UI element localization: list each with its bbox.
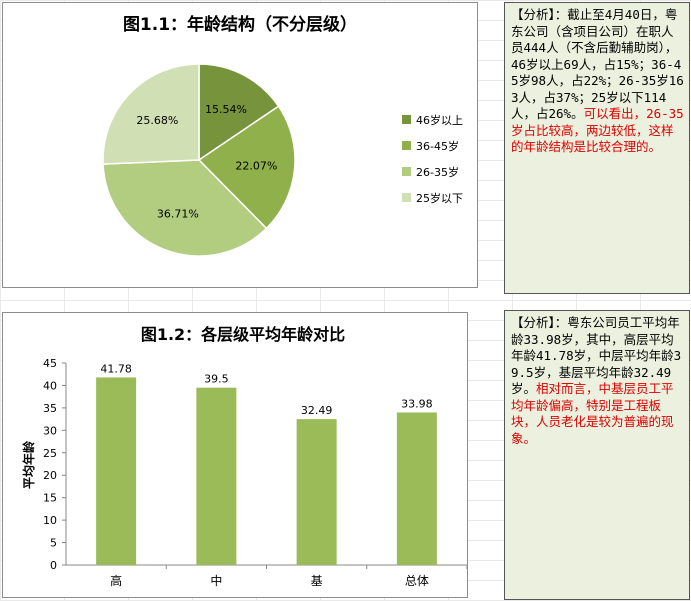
bar-data-label: 32.49	[301, 404, 333, 417]
bar-中	[196, 387, 237, 565]
legend-swatch	[402, 193, 411, 202]
legend-label: 25岁以下	[416, 191, 463, 205]
pie-data-label: 36.71%	[157, 208, 199, 221]
bar-data-label: 39.5	[204, 373, 229, 386]
note-conclusion-text: 可以看出，26-35岁占比较高，两边较低，这样的年龄结构是比较合理的。	[511, 106, 684, 154]
x-tick-label: 高	[110, 573, 122, 588]
pie-data-label: 25.68%	[136, 114, 178, 127]
pie-chart: 图1.1：年龄结构（不分层级） 15.54% 22.07% 36.71% 25.68%…	[102, 14, 463, 257]
legend-swatch	[402, 115, 411, 124]
note-body-text: ：截止至4月40日，粤东公司（含项目公司）在职人员444人（不含后勤辅助岗），4…	[511, 7, 684, 121]
pie-slice	[197, 105, 296, 230]
pie-slice	[198, 63, 280, 162]
legend-label: 26-35岁	[416, 165, 459, 179]
y-tick-label: 15	[43, 492, 57, 505]
y-tick-label: 0	[50, 559, 57, 572]
pie-chart-panel[interactable]: 图1.1：年龄结构（不分层级） 15.54% 22.07% 36.71% 25.68%…	[2, 2, 478, 288]
legend-label: 36-45岁	[416, 139, 459, 153]
bar-chart: 图1.2：各层级平均年龄对比 平均年龄 0 5 10 15 20 25 30 35 40 45 4…	[21, 325, 468, 588]
bar-chart-panel[interactable]: 图1.2：各层级平均年龄对比 平均年龄 0 5 10 15 20 25 30 35 40 45 4…	[2, 312, 468, 598]
note-conclusion-text: 相对而言，中基层员工平均年龄偏高，特别是工程板块，人员老化是较为普遍的现象。	[511, 381, 674, 446]
pie-slice	[102, 63, 200, 165]
y-tick-label: 10	[43, 514, 57, 527]
x-tick-label: 基	[311, 574, 323, 588]
y-axis-label: 平均年龄	[21, 440, 36, 489]
pie-chart-title: 图1.1：年龄结构（不分层级）	[123, 14, 357, 35]
y-tick-label: 5	[50, 537, 57, 550]
y-tick-label: 25	[43, 447, 57, 460]
note-prefix: 【分析】	[511, 315, 555, 330]
y-tick-label: 30	[43, 424, 57, 437]
pie-data-label: 15.54%	[205, 103, 247, 116]
pie-slice	[102, 159, 268, 257]
bar-基	[296, 419, 337, 565]
note-body-text: ：粤东公司员工平均年龄33.98岁，其中，高层平均年龄41.78岁，中层平均年龄…	[511, 315, 682, 396]
y-tick-label: 35	[43, 402, 57, 415]
analysis-note-average-age: 【分析】：粤东公司员工平均年龄33.98岁，其中，高层平均年龄41.78岁，中层…	[504, 310, 690, 600]
y-tick-label: 40	[43, 379, 57, 392]
bar-chart-title: 图1.2：各层级平均年龄对比	[141, 325, 345, 344]
legend-swatch	[402, 141, 411, 150]
bar-data-label: 33.98	[401, 397, 433, 410]
legend-label: 46岁以上	[416, 113, 463, 127]
analysis-note-age-structure: 【分析】：截止至4月40日，粤东公司（含项目公司）在职人员444人（不含后勤辅助…	[504, 2, 690, 294]
pie-data-label: 22.07%	[235, 160, 277, 173]
bar-高	[96, 377, 137, 565]
y-tick-label: 45	[43, 357, 57, 370]
x-tick-label: 总体	[405, 574, 429, 588]
note-prefix: 【分析】	[511, 7, 555, 22]
y-tick-label: 20	[43, 469, 57, 482]
legend-swatch	[402, 167, 411, 176]
x-tick-label: 中	[210, 573, 222, 588]
bar-总体	[396, 412, 437, 565]
bar-data-label: 41.78	[100, 362, 132, 375]
